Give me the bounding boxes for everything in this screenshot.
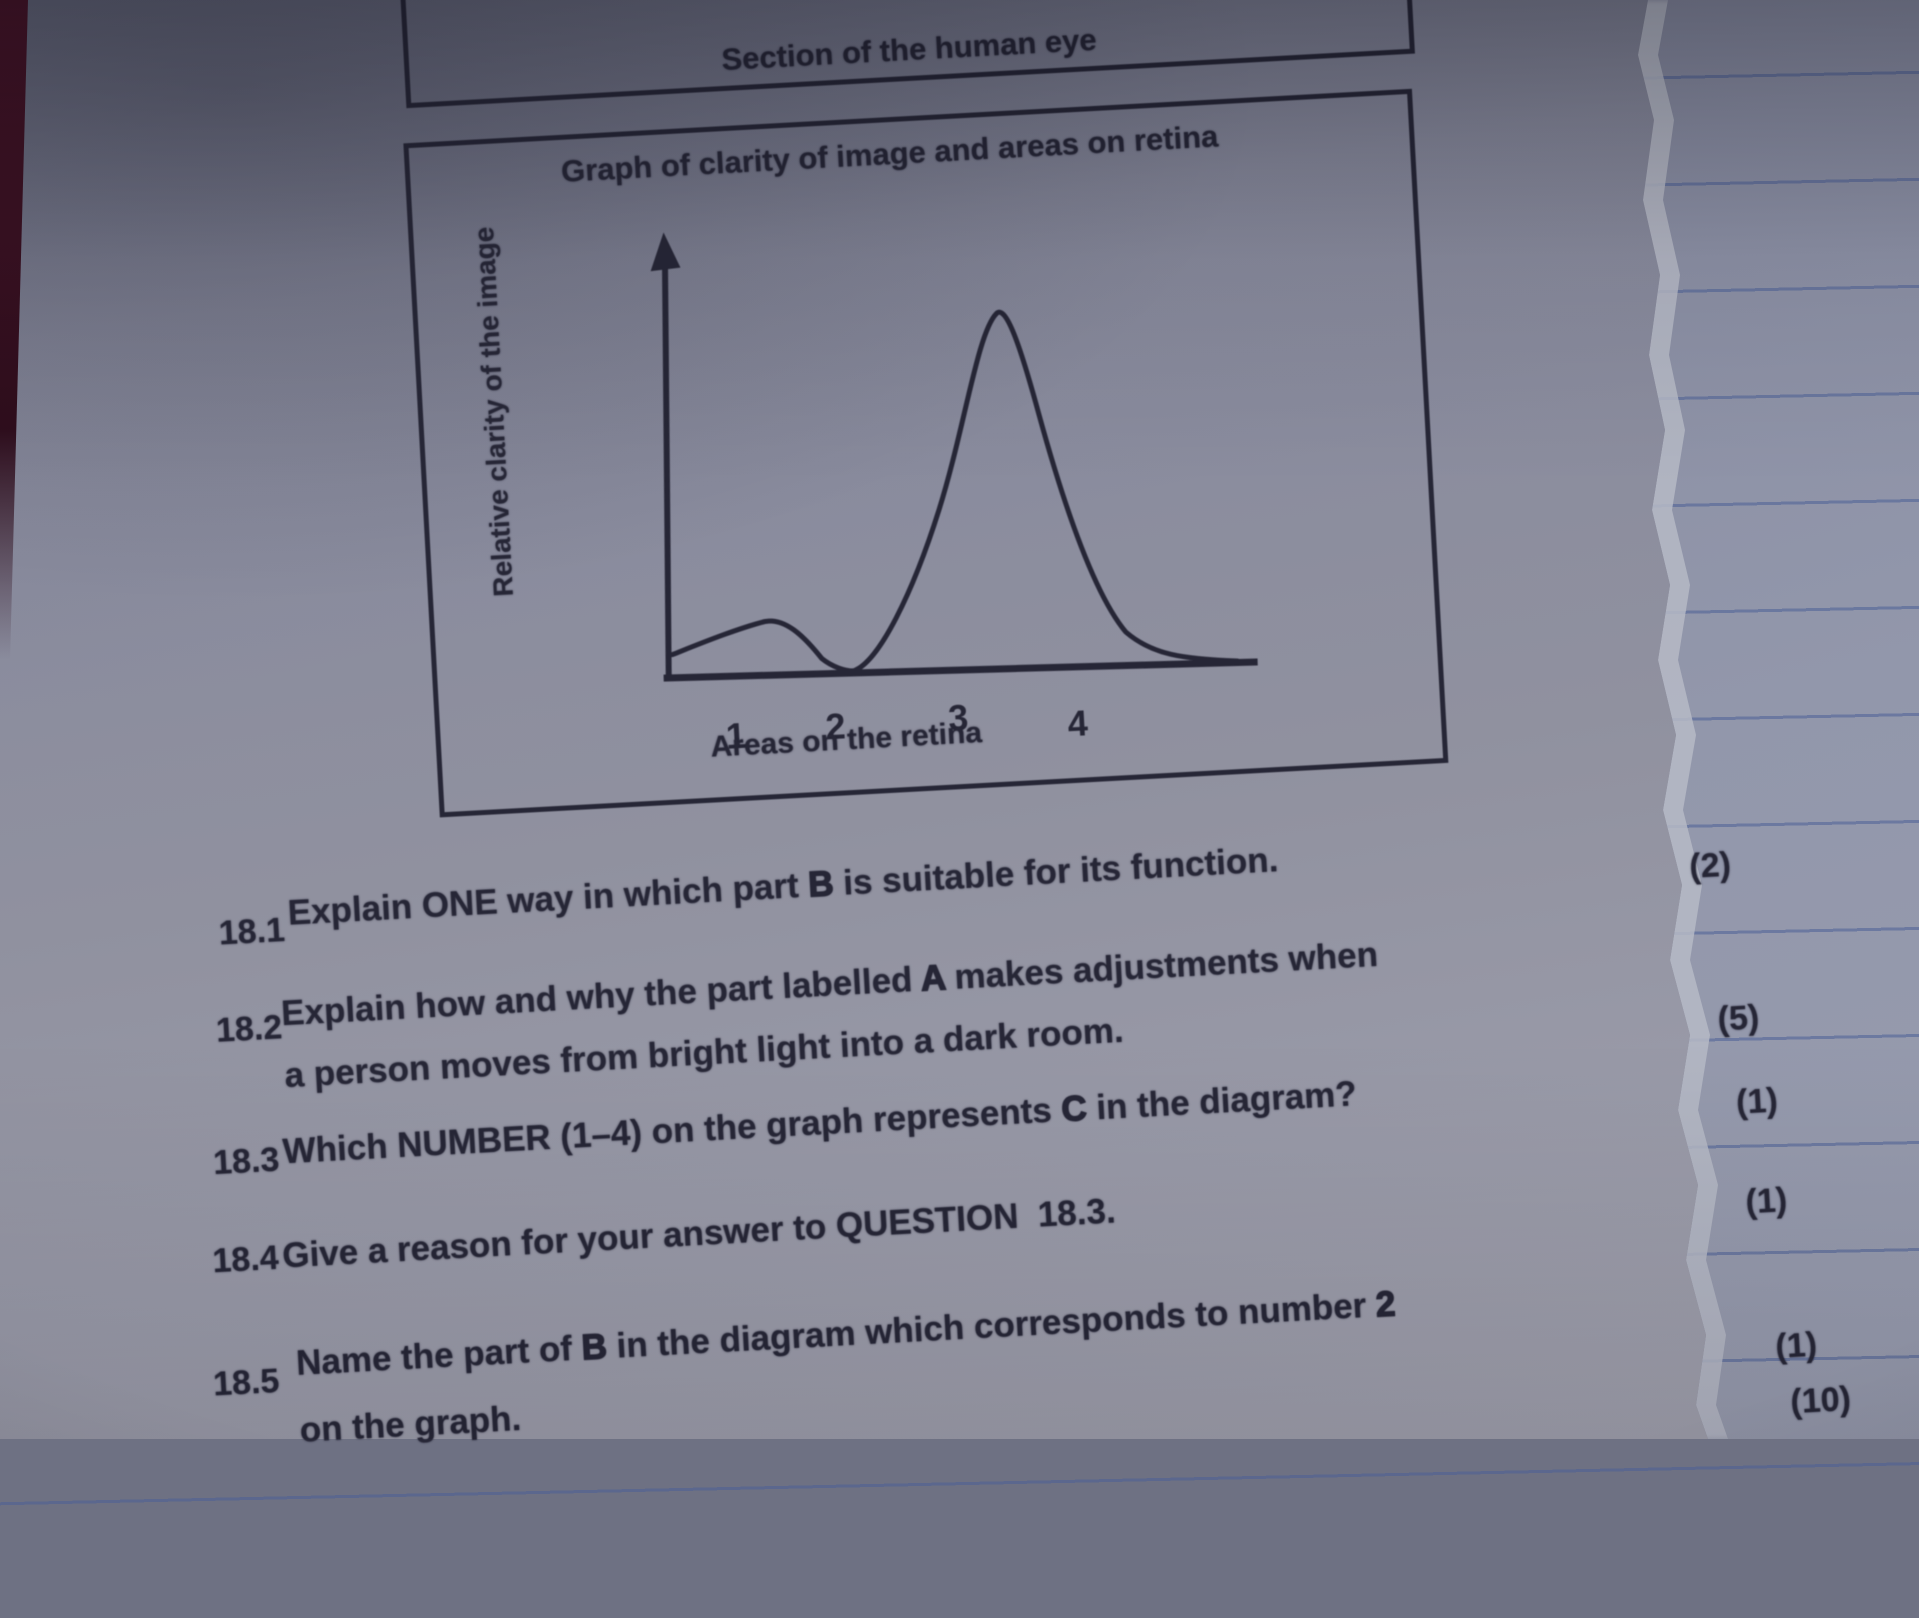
text-segment: makes adjustments when (943, 934, 1379, 998)
y-axis-arrow (650, 232, 681, 272)
clarity-plot: 1 2 3 4 (650, 232, 1258, 757)
x-tick-4: 4 (1067, 702, 1089, 744)
exam-paper (0, 0, 1708, 1439)
x-tick-2: 2 (824, 705, 846, 747)
question-marks: (1) (1774, 1325, 1818, 1366)
clarity-curve (669, 309, 1241, 674)
text-segment: on the graph. (298, 1398, 523, 1450)
x-axis-line (663, 658, 1258, 682)
x-tick-1: 1 (725, 715, 747, 757)
question-text: Give a reason for your answer to QUESTIO… (281, 1191, 1116, 1276)
text-segment: Give a reason for your answer to QUESTIO… (281, 1191, 1117, 1276)
question-text: Name the part of B in the diagram which … (295, 1284, 1400, 1450)
bold-term: C (1060, 1088, 1089, 1130)
eye-figure-caption: Section of the human eye (720, 21, 1098, 78)
bold-term: B (807, 864, 836, 906)
question-number: 18.5 (212, 1361, 281, 1404)
x-tick-3: 3 (947, 697, 969, 739)
y-axis-label: Relative clarity of the image (468, 226, 519, 598)
text-segment: Explain ONE way in which part (286, 865, 810, 933)
question-number: 18.3 (212, 1140, 281, 1183)
graph-box: Graph of clarity of image and areas on r… (403, 88, 1449, 818)
question-line: Give a reason for your answer to QUESTIO… (281, 1191, 1116, 1276)
question-text: Explain how and why the part labelled A … (280, 935, 1382, 1096)
question-text: Which NUMBER (1–4) on the graph represen… (282, 1074, 1358, 1172)
question-marks: (1) (1735, 1081, 1779, 1122)
text-segment: Explain how and why the part labelled (280, 959, 922, 1034)
text-segment: Name the part of (295, 1328, 583, 1383)
question-number: 18.2 (215, 1008, 284, 1050)
question-number: 18.1 (217, 910, 286, 953)
question-line: Which NUMBER (1–4) on the graph represen… (282, 1074, 1358, 1172)
question-text: Explain ONE way in which part B is suita… (287, 840, 1280, 934)
question-marks: (1) (1744, 1181, 1789, 1222)
question-number: 18.4 (211, 1238, 280, 1281)
text-segment: Which NUMBER (1–4) on the graph represen… (281, 1090, 1063, 1172)
bold-term: 2 (1374, 1284, 1397, 1325)
question-marks: (2) (1688, 845, 1732, 886)
question-marks: (5) (1716, 998, 1761, 1039)
text-segment: in the diagram which corresponds to numb… (605, 1285, 1377, 1367)
text-segment: in the diagram? (1085, 1074, 1358, 1128)
photo-of-exam-page: { "figure_caption": "Section of the huma… (0, 0, 1919, 1582)
eye-figure-box: Section of the human eye (393, 0, 1415, 109)
text-segment: is suitable for its function. (832, 840, 1280, 904)
section-total-marks: (10) (1789, 1379, 1852, 1422)
bold-term: B (580, 1326, 609, 1368)
question-line: Explain ONE way in which part B is suita… (287, 840, 1280, 934)
bold-term: A (919, 958, 946, 1000)
y-axis-line (661, 258, 672, 680)
